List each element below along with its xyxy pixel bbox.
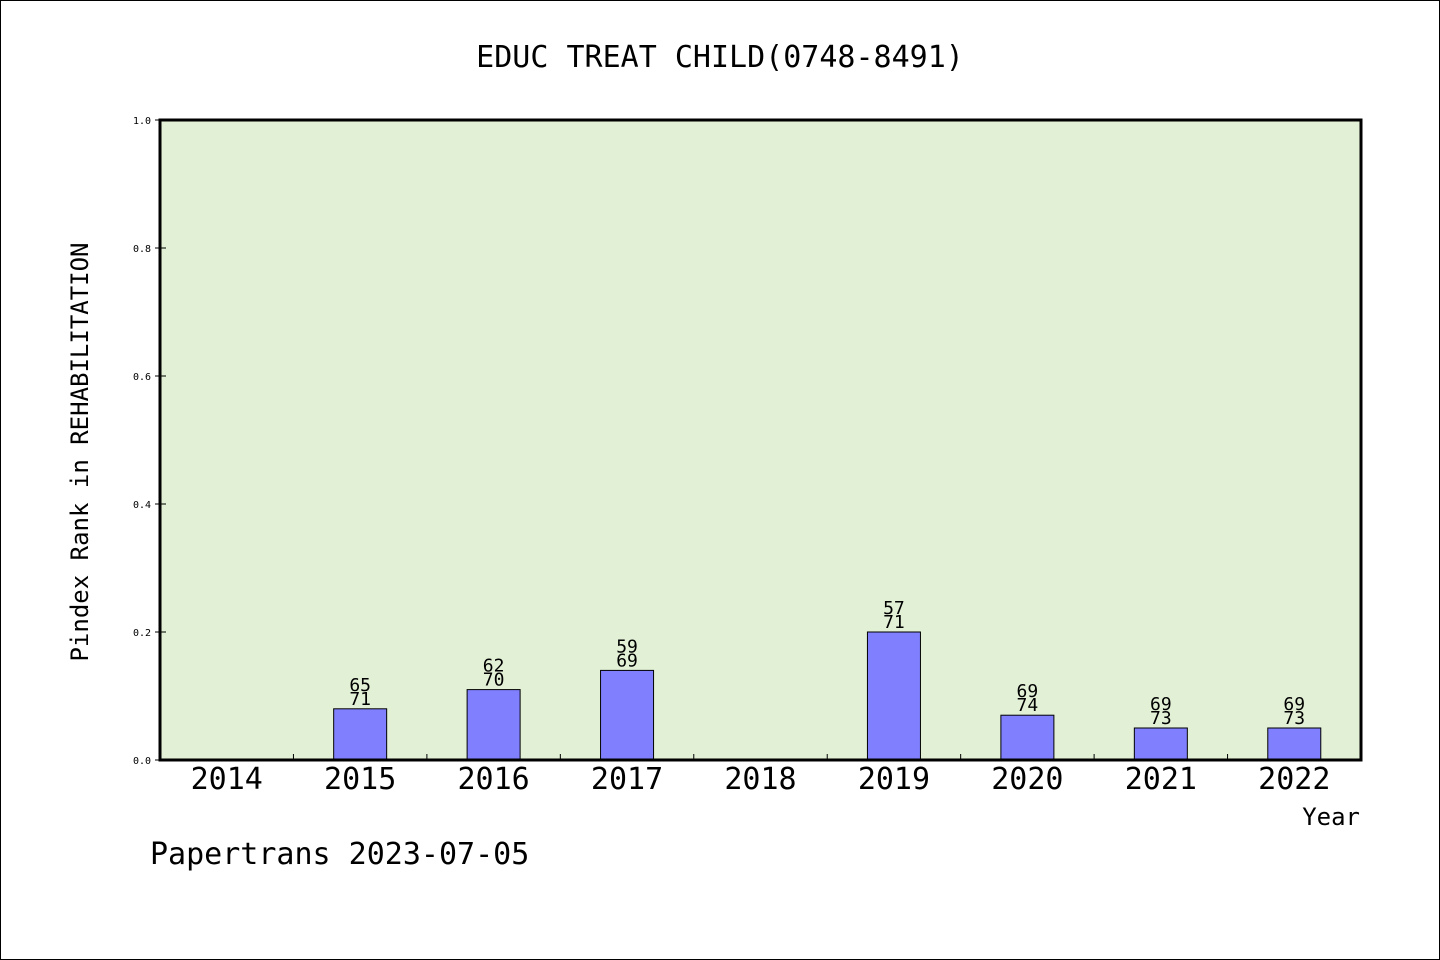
y-axis-label: Pindex Rank in REHABILITATION: [66, 242, 94, 661]
bar-2022: [1267, 727, 1322, 761]
y-tick-label: 0.6: [133, 372, 151, 383]
bar-2015: [333, 708, 388, 761]
plot-border: [158, 118, 1363, 762]
y-tick-label: 1.0: [133, 116, 151, 127]
bar-label-top-2015: 65: [349, 675, 371, 696]
bar-label-bottom-2021: 73: [1150, 708, 1172, 729]
x-tick-label-2016: 2016: [457, 762, 529, 797]
x-tick-label-2017: 2017: [591, 762, 663, 797]
x-tick-label-2021: 2021: [1125, 762, 1197, 797]
y-tick-label: 0.4: [133, 500, 151, 511]
bar-label-bottom-2022: 73: [1283, 708, 1305, 729]
bar-2017: [600, 669, 655, 761]
x-axis-label: Year: [1302, 803, 1360, 831]
bar-2020: [1000, 714, 1055, 761]
x-tick-label-2019: 2019: [858, 762, 930, 797]
y-tick-label: 0.8: [133, 244, 151, 255]
x-tick-label-2020: 2020: [991, 762, 1063, 797]
bar-label-top-2019: 57: [883, 598, 905, 619]
bar-label-top-2022: 69: [1283, 694, 1305, 715]
bar-2016: [466, 689, 521, 761]
x-tick-label-2015: 2015: [324, 762, 396, 797]
bar-label-top-2020: 69: [1017, 681, 1039, 702]
bar-label-bottom-2016: 70: [483, 670, 505, 691]
x-axis-ticks: 2014 2015 2016 2017 2018 2019 2020 2021 2022: [191, 754, 1330, 797]
plot-area: [160, 120, 1361, 760]
x-tick-label-2022: 2022: [1258, 762, 1330, 797]
bar-label-bottom-2017: 69: [616, 650, 638, 671]
bar-2019: [866, 631, 921, 761]
bar-label-top-2017: 59: [616, 636, 638, 657]
x-tick-label-2014: 2014: [191, 762, 263, 797]
bar-label-bottom-2019: 71: [883, 612, 905, 633]
x-tick-label-2018: 2018: [724, 762, 796, 797]
bar-label-bottom-2020: 74: [1017, 695, 1039, 716]
bar-2021: [1133, 727, 1188, 761]
chart-title: EDUC TREAT CHILD(0748-8491): [476, 40, 964, 75]
y-tick-label: 0.0: [133, 756, 151, 767]
y-axis-ticks: 0.0 0.2 0.4 0.6 0.8 1.0: [133, 116, 166, 767]
bar-label-top-2021: 69: [1150, 694, 1172, 715]
bar-label-bottom-2015: 71: [349, 689, 371, 710]
footer-credit: Papertrans 2023-07-05: [150, 837, 529, 872]
y-tick-label: 0.2: [133, 628, 151, 639]
bar-label-top-2016: 62: [483, 656, 505, 677]
